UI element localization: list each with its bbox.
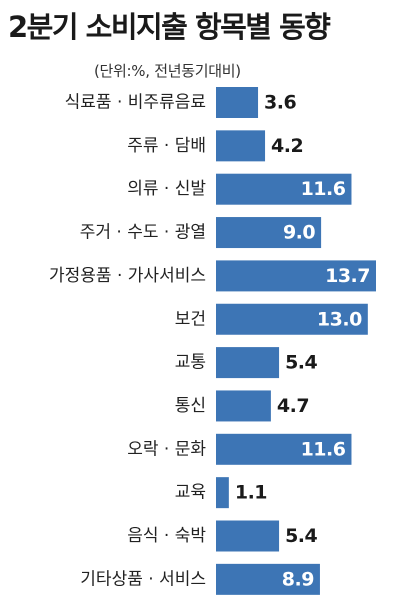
bar <box>216 433 352 465</box>
value-label: 13.7 <box>325 265 370 287</box>
value-label: 11.6 <box>301 178 346 200</box>
category-label: 식료품 · 비주류음료 <box>65 93 206 113</box>
value-label: 5.4 <box>285 525 317 547</box>
bar <box>216 260 376 292</box>
category-label: 의류 · 신발 <box>127 179 206 199</box>
value-label: 11.6 <box>301 438 346 460</box>
bar <box>216 347 280 379</box>
category-label: 오락 · 문화 <box>127 439 206 459</box>
category-label: 교육 <box>175 483 206 503</box>
bar <box>216 173 352 205</box>
value-label: 1.1 <box>235 482 267 504</box>
category-label: 주류 · 담배 <box>127 136 206 156</box>
bar <box>216 303 368 335</box>
bar <box>216 390 271 422</box>
value-label: 13.0 <box>317 308 362 330</box>
value-label: 8.9 <box>282 568 314 590</box>
bar <box>216 520 280 552</box>
category-label: 교통 <box>175 353 206 373</box>
value-label: 9.0 <box>283 222 315 244</box>
category-label: 보건 <box>175 309 206 329</box>
category-label: 주거 · 수도 · 광열 <box>80 223 206 243</box>
bar <box>216 217 322 249</box>
value-label: 3.6 <box>264 92 296 114</box>
category-label: 기타상품 · 서비스 <box>80 569 206 589</box>
chart-title: 2분기 소비지출 항목별 동향 <box>8 10 331 44</box>
category-label: 가정용품 · 가사서비스 <box>49 266 206 286</box>
bar <box>216 563 320 595</box>
value-label: 4.2 <box>271 135 303 157</box>
category-label: 통신 <box>175 396 206 416</box>
value-label: 4.7 <box>277 395 309 417</box>
bar <box>216 87 259 118</box>
bar <box>216 130 266 162</box>
unit-note: (단위:%, 전년동기대비) <box>94 62 241 80</box>
bar <box>216 477 229 509</box>
value-label: 5.4 <box>285 352 317 374</box>
category-label: 음식 · 숙박 <box>127 526 206 546</box>
